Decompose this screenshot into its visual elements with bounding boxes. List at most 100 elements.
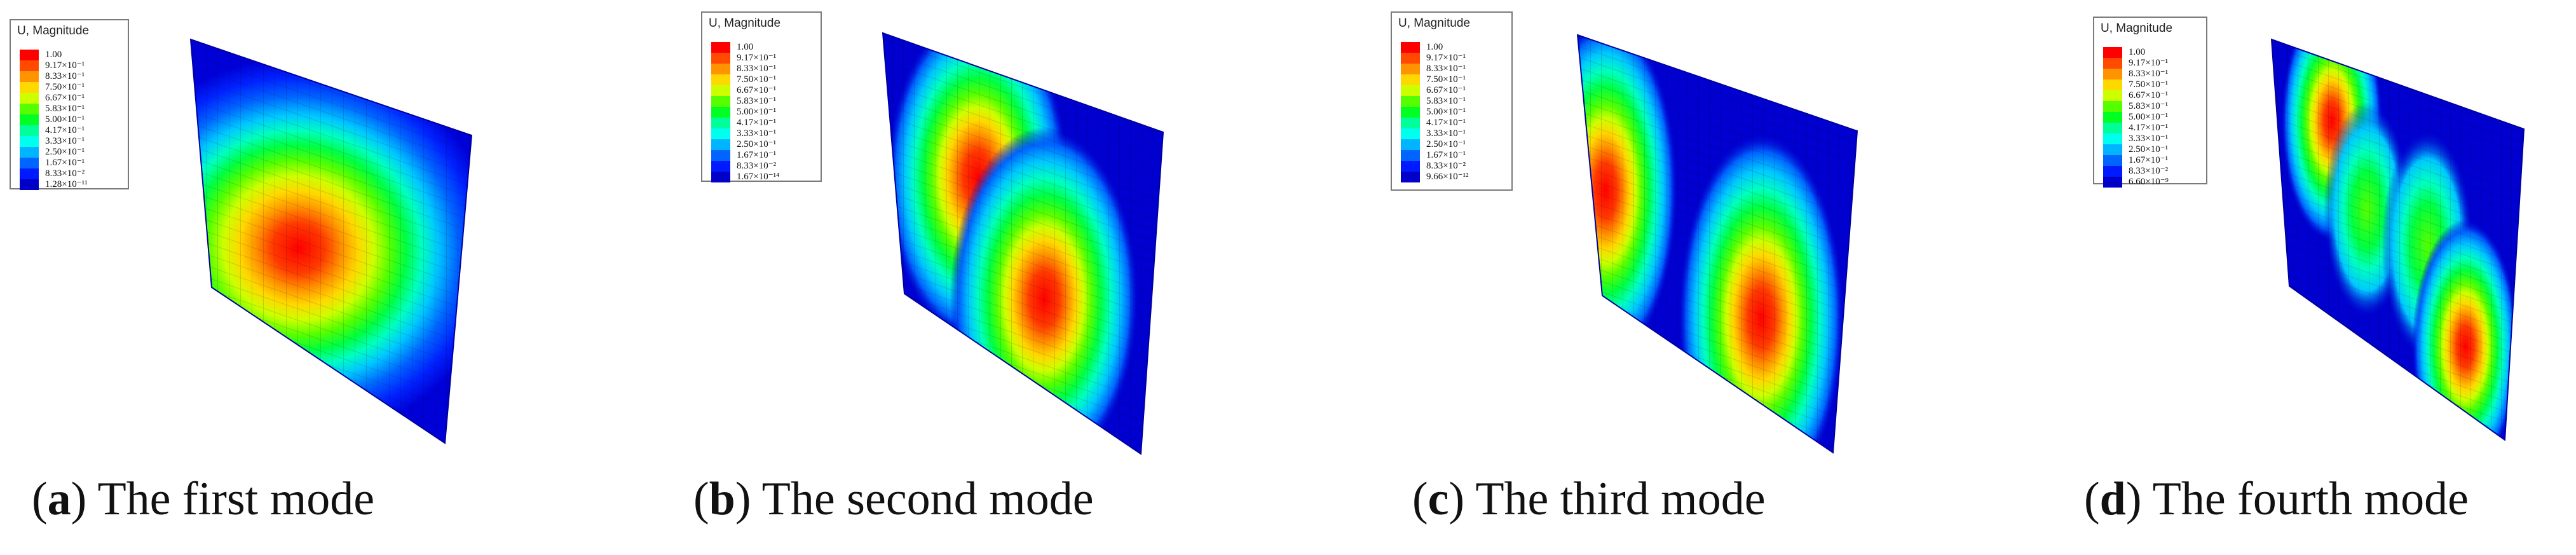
legend-swatch — [711, 74, 730, 85]
legend-box: U, Magnitude 1.00 9.17×10⁻¹ 8.33×10⁻¹ 7.50×… — [10, 19, 129, 190]
legend-value: 3.33×10⁻¹ — [2129, 134, 2169, 144]
legend-row: 8.33×10⁻² — [20, 168, 85, 179]
legend-row: 5.83×10⁻¹ — [1401, 96, 1466, 107]
legend-swatch — [2103, 166, 2122, 177]
legend-value: 8.33×10⁻² — [1426, 161, 1466, 171]
caption: (d) The fourth mode — [2084, 473, 2469, 525]
panel-first-mode: U, Magnitude 1.00 9.17×10⁻¹ 8.33×10⁻¹ 7.50×… — [0, 0, 644, 555]
caption-letter: c — [1428, 473, 1449, 525]
legend-swatch — [2103, 79, 2122, 90]
legend-swatch — [1401, 172, 1420, 182]
legend-row: 3.33×10⁻¹ — [1401, 128, 1466, 139]
legend-row: 1.00 — [711, 42, 753, 53]
legend-box: U, Magnitude 1.00 9.17×10⁻¹ 8.33×10⁻¹ 7.50×… — [701, 11, 822, 182]
legend-swatch — [1401, 53, 1420, 64]
legend-row: 3.33×10⁻¹ — [20, 136, 85, 147]
caption-letter: a — [47, 473, 71, 525]
legend-row: 6.67×10⁻¹ — [2103, 90, 2168, 101]
legend-value: 5.83×10⁻¹ — [2129, 101, 2169, 111]
caption-letter: d — [2099, 473, 2126, 525]
legend-swatch — [2103, 101, 2122, 112]
legend-swatch — [711, 53, 730, 64]
legend-row: 5.00×10⁻¹ — [2103, 112, 2168, 123]
legend-value: 1.00 — [2129, 47, 2146, 57]
legend-row: 6.67×10⁻¹ — [1401, 85, 1466, 96]
legend-value: 8.33×10⁻¹ — [1426, 64, 1466, 74]
legend-row: 7.50×10⁻¹ — [20, 82, 85, 93]
legend-swatch — [1401, 161, 1420, 172]
legend-row: 5.00×10⁻¹ — [1401, 107, 1466, 118]
legend-row: 3.33×10⁻¹ — [2103, 134, 2168, 144]
legend-row: 6.67×10⁻¹ — [20, 93, 85, 104]
legend-row: 4.17×10⁻¹ — [1401, 118, 1466, 128]
legend-value: 6.67×10⁻¹ — [2129, 90, 2169, 100]
legend-value: 7.50×10⁻¹ — [45, 82, 85, 92]
legend-swatch — [2103, 47, 2122, 58]
legend-box: U, Magnitude 1.00 9.17×10⁻¹ 8.33×10⁻¹ 7.50×… — [2093, 17, 2207, 188]
legend-value: 4.17×10⁻¹ — [45, 125, 85, 135]
legend-swatch — [20, 60, 39, 71]
legend-value: 5.83×10⁻¹ — [45, 104, 85, 114]
legend-row: 2.50×10⁻¹ — [20, 147, 85, 158]
legend-value: 8.33×10⁻² — [2129, 166, 2169, 176]
caption-text: The third mode — [1475, 473, 1766, 525]
legend-row: 5.83×10⁻¹ — [711, 96, 776, 107]
legend-value: 6.67×10⁻¹ — [45, 93, 85, 103]
legend-swatch — [20, 136, 39, 147]
legend-value: 6.67×10⁻¹ — [737, 85, 777, 95]
legend-value: 4.17×10⁻¹ — [737, 118, 777, 128]
mode-shape-plate — [2270, 38, 2525, 441]
legend-value: 2.50×10⁻¹ — [2129, 144, 2169, 154]
legend-value: 8.33×10⁻¹ — [45, 71, 85, 81]
panel-second-mode: U, Magnitude 1.00 9.17×10⁻¹ 8.33×10⁻¹ 7.50×… — [644, 0, 1288, 555]
legend-value: 6.67×10⁻¹ — [1426, 85, 1466, 95]
legend-row: 1.67×10⁻¹ — [711, 150, 776, 161]
legend-swatch — [20, 114, 39, 125]
legend-row: 7.50×10⁻¹ — [1401, 74, 1466, 85]
legend-swatch — [711, 139, 730, 150]
legend-value: 9.17×10⁻¹ — [737, 53, 777, 63]
legend-value: 2.50×10⁻¹ — [45, 147, 85, 157]
legend-row: 8.33×10⁻² — [2103, 166, 2168, 177]
legend-value: 1.00 — [737, 42, 754, 52]
legend-value: 1.67×10⁻¹⁴ — [737, 172, 780, 182]
legend-swatch — [2103, 58, 2122, 69]
legend-row: 9.17×10⁻¹ — [711, 53, 776, 64]
legend-value: 8.33×10⁻² — [45, 168, 85, 179]
legend-value: 5.00×10⁻¹ — [45, 114, 85, 125]
legend-swatch — [711, 64, 730, 74]
legend-swatch — [711, 150, 730, 161]
legend-swatch — [711, 161, 730, 172]
legend-row: 4.17×10⁻¹ — [711, 118, 776, 128]
legend-swatch — [1401, 96, 1420, 107]
legend-row: 1.28×10⁻¹¹ — [20, 179, 88, 190]
legend-swatch — [2103, 155, 2122, 166]
legend-row: 4.17×10⁻¹ — [20, 125, 85, 136]
legend-swatch — [2103, 177, 2122, 188]
legend-row: 3.33×10⁻¹ — [711, 128, 776, 139]
legend-swatch — [1401, 85, 1420, 96]
legend-swatch — [20, 93, 39, 104]
legend-swatch — [711, 172, 730, 182]
legend-swatch — [20, 104, 39, 114]
legend-value: 1.67×10⁻¹ — [1426, 150, 1466, 160]
panel-fourth-mode: U, Magnitude 1.00 9.17×10⁻¹ 8.33×10⁻¹ 7.50×… — [1932, 0, 2576, 555]
legend-value: 5.83×10⁻¹ — [737, 96, 777, 106]
legend-row: 1.67×10⁻¹ — [20, 158, 85, 168]
legend-row: 7.50×10⁻¹ — [711, 74, 776, 85]
legend-row: 9.17×10⁻¹ — [1401, 53, 1466, 64]
legend-swatch — [2103, 134, 2122, 144]
legend-swatch — [2103, 123, 2122, 134]
legend-swatch — [1401, 42, 1420, 53]
legend-value: 2.50×10⁻¹ — [737, 139, 777, 149]
legend-value: 9.17×10⁻¹ — [2129, 58, 2169, 68]
legend-swatch — [20, 125, 39, 136]
legend-value: 1.00 — [45, 50, 62, 60]
legend-value: 7.50×10⁻¹ — [2129, 79, 2169, 90]
caption-letter: b — [709, 473, 735, 525]
legend-swatch — [20, 168, 39, 179]
legend-swatch — [1401, 107, 1420, 118]
legend-swatch — [1401, 139, 1420, 150]
legend-swatch — [20, 50, 39, 60]
legend-row: 7.50×10⁻¹ — [2103, 79, 2168, 90]
